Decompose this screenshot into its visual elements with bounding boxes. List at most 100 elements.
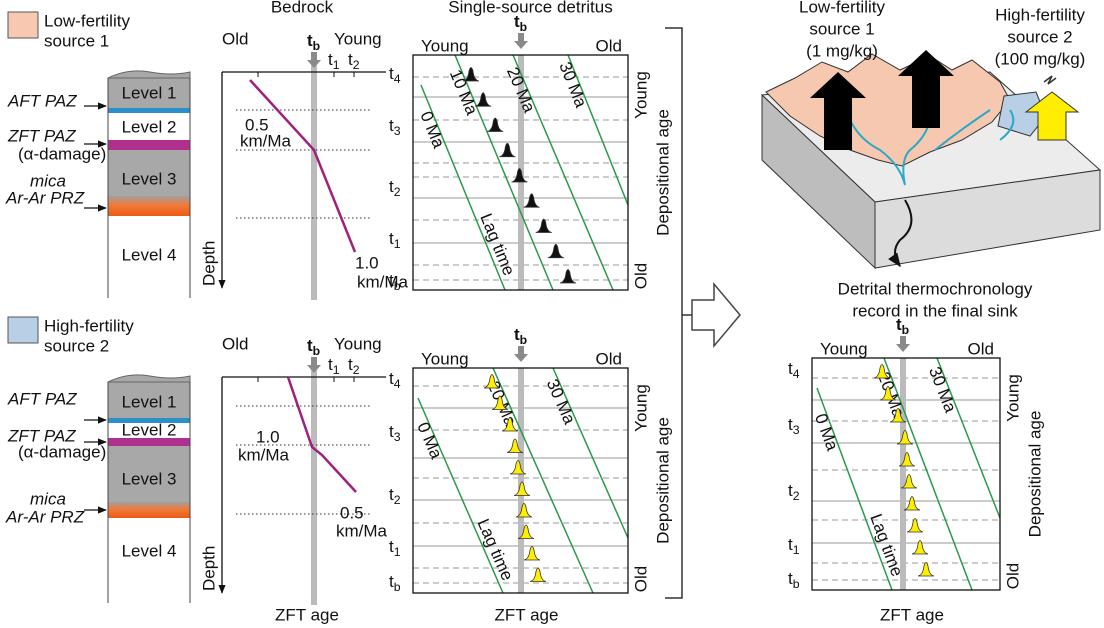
legend-text: source 2 (44, 336, 109, 355)
level-label: Level 3 (122, 169, 177, 188)
isochron (417, 397, 504, 594)
grain-peak (906, 518, 924, 533)
time-label: t1 (328, 355, 340, 377)
tb-label: tb (514, 12, 527, 34)
age-profile (249, 79, 357, 253)
source-label: High-fertility (995, 5, 1085, 24)
label-main: t (389, 64, 394, 83)
panel-frame (811, 357, 1001, 591)
isochron-label: 30 Ma (543, 376, 580, 427)
time-label: t1 (389, 229, 401, 251)
label-sub: b (793, 577, 800, 591)
label-main: t (389, 116, 394, 135)
axis-label: Young (334, 334, 382, 353)
time-label: t2 (788, 481, 800, 503)
axis-label: Young (820, 339, 868, 358)
zone-label: mica (30, 171, 66, 190)
label-main: t (788, 481, 793, 500)
label-sub: 1 (394, 545, 401, 559)
label-sub: b (313, 344, 320, 358)
grain-peak (879, 386, 897, 401)
label-main: t (896, 315, 902, 334)
grain-peak (501, 417, 519, 432)
rate-label: 0.5 (245, 115, 269, 134)
column-cap (107, 70, 191, 79)
grain-peak (535, 218, 552, 233)
grain-peak (515, 503, 533, 518)
age-profile (286, 376, 357, 493)
axis-title: ZFT age (880, 605, 944, 624)
source-label: (1 mg/kg) (806, 41, 878, 60)
level-label: Level 4 (122, 541, 177, 560)
zone-label: Ar-Ar PRZ (5, 507, 85, 526)
axis-label: Old (222, 334, 248, 353)
time-label: t4 (788, 359, 800, 381)
side-title: Depositional age (653, 109, 672, 236)
level-label: Level 4 (122, 245, 177, 264)
label-sub: 2 (394, 493, 401, 507)
caption: Detrital thermochronology (838, 279, 1033, 298)
isochron-label: 0 Ma (811, 411, 842, 454)
tb-arrow (514, 33, 528, 49)
label-sub: b (394, 580, 401, 594)
side-label: Young (1003, 374, 1022, 422)
legend-text: Low-fertility (44, 11, 130, 30)
label-sub: 1 (394, 237, 401, 251)
label-sub: b (520, 333, 527, 347)
column-band (108, 502, 190, 518)
zone-label: AFT PAZ (7, 389, 77, 408)
rate-label: km/Ma (240, 131, 292, 150)
axis-label: Young (421, 349, 469, 368)
isochron (492, 367, 594, 594)
label-main: t (389, 369, 394, 388)
grain-peak (889, 408, 907, 423)
side-label: Young (631, 384, 650, 432)
lag-label: Lag time (476, 211, 518, 279)
grain-peak (911, 540, 929, 555)
panel-title: Single-source detritus (448, 0, 612, 16)
grain-peak (900, 474, 918, 489)
source-label: source 1 (809, 19, 874, 38)
grain-peak (506, 438, 524, 453)
time-label: t2 (389, 485, 401, 507)
level-label: Level 2 (122, 117, 177, 136)
grain-peak (873, 364, 891, 379)
column-band (108, 113, 190, 142)
bracket (665, 27, 683, 599)
time-label: t3 (788, 415, 800, 437)
panel-frame (412, 367, 629, 594)
panel-frame (412, 54, 629, 291)
tb-label: tb (514, 325, 527, 347)
column-band (108, 438, 190, 446)
column-band (108, 196, 190, 216)
time-label: tb (389, 271, 401, 293)
tb-arrow (514, 346, 528, 362)
grain-peak (509, 460, 527, 475)
zone-label: mica (30, 489, 66, 508)
label-main: t (389, 572, 394, 591)
label-main: t (307, 31, 313, 50)
isochron-label: 30 Ma (925, 364, 960, 415)
axis-label: Depth (199, 546, 218, 591)
label-main: t (348, 355, 353, 374)
legend-text: source 1 (44, 31, 109, 50)
caption: record in the final sink (852, 301, 1018, 320)
isochron-label: 10 Ma (446, 67, 482, 118)
label-main: t (328, 355, 333, 374)
isochron (936, 357, 1001, 519)
grain-peak (523, 546, 541, 561)
zone-label: ZFT PAZ (7, 126, 76, 145)
axis-label: Old (968, 339, 994, 358)
time-label: t4 (389, 369, 401, 391)
column-band (108, 150, 190, 198)
time-label: t2 (389, 177, 401, 199)
label-main: t (788, 569, 793, 588)
side-label: Young (631, 71, 650, 119)
source-label: source 2 (1007, 27, 1072, 46)
label-main: t (788, 535, 793, 554)
column-band (108, 418, 190, 423)
grain-peak (499, 142, 516, 158)
label-main: t (788, 415, 793, 434)
zone-label: ZFT PAZ (7, 426, 76, 445)
